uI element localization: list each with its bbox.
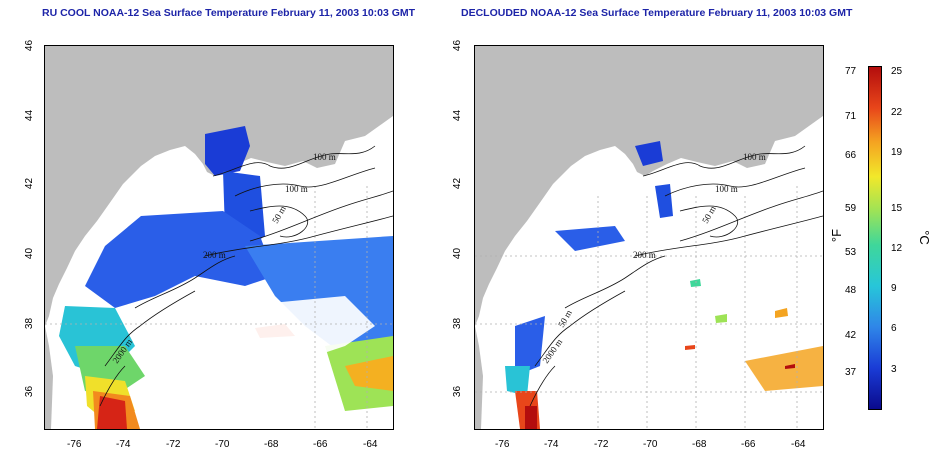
colorbar-celsius-label: °C [916,230,932,245]
colorbar-fahrenheit-label: °F [829,228,845,243]
x-tick: -66 [313,439,328,450]
x-tick: -64 [363,439,378,450]
contour-label: 100 m [743,152,766,162]
colorbar-f-tick: 66 [845,150,857,161]
x-tick: -68 [264,439,279,450]
y-tick: 36 [452,385,464,398]
y-tick: 44 [24,109,36,122]
left-map-panel: 100 m 100 m 50 m 200 m 2000 m [44,45,394,430]
colorbar-c-tick: 3 [891,364,897,375]
sst-red [97,396,127,429]
left-contours [99,145,393,407]
colorbar-f-tick: 59 [845,203,857,214]
y-tick: 38 [24,317,36,330]
x-tick: -64 [791,439,806,450]
y-tick: 42 [24,177,36,190]
right-sst-map: 100 m 100 m 50 m 200 m 50 m 2000 m [475,46,823,429]
y-tick: 42 [452,177,464,190]
colorbar-f-tick: 37 [845,367,857,378]
contour-label: 50 m [700,204,718,225]
colorbar-c-tick: 6 [891,323,897,334]
colorbar-f-tick: 48 [845,285,857,296]
colorbar [868,66,882,410]
y-tick: 40 [452,247,464,260]
left-sst-map: 100 m 100 m 50 m 200 m 2000 m [45,46,393,429]
right-grid [475,186,823,429]
sst-deep-blue [205,126,250,176]
contour-label: 200 m [633,250,656,260]
left-grid [45,186,393,429]
contour-label: 100 m [715,184,738,194]
x-tick: -76 [67,439,82,450]
x-tick: -70 [643,439,658,450]
x-tick: -72 [166,439,181,450]
colorbar-c-tick: 9 [891,283,897,294]
x-tick: -68 [692,439,707,450]
y-tick: 40 [24,247,36,260]
colorbar-f-tick: 77 [845,66,857,77]
colorbar-c-tick: 12 [891,243,903,254]
y-tick: 46 [452,39,464,52]
sst-coast-blue [85,211,275,308]
x-tick: -74 [544,439,559,450]
colorbar-f-tick: 42 [845,330,857,341]
x-tick: -70 [215,439,230,450]
contour-label: 100 m [313,152,336,162]
x-tick: -76 [495,439,510,450]
contour-label: 2000 m [540,337,564,365]
x-tick: -72 [594,439,609,450]
contour-label: 50 m [556,308,574,329]
colorbar-c-tick: 22 [891,107,903,118]
y-tick: 36 [24,385,36,398]
colorbar-c-tick: 15 [891,203,903,214]
right-map-title: DECLOUDED NOAA-12 Sea Surface Temperatur… [461,7,853,19]
contour-label: 100 m [285,184,308,194]
left-map-title: RU COOL NOAA-12 Sea Surface Temperature … [42,7,416,19]
contour-label: 50 m [270,204,288,225]
colorbar-c-tick: 25 [891,66,903,77]
y-tick: 44 [452,109,464,122]
right-contours [529,145,823,407]
y-tick: 46 [24,39,36,52]
land-mass [45,46,393,326]
colorbar-f-tick: 53 [845,247,857,258]
land-mass [475,46,823,326]
x-tick: -74 [116,439,131,450]
colorbar-c-tick: 19 [891,147,903,158]
contour-label: 200 m [203,250,226,260]
right-map-panel: 100 m 100 m 50 m 200 m 50 m 2000 m [474,45,824,430]
y-tick: 38 [452,317,464,330]
colorbar-f-tick: 71 [845,111,857,122]
x-tick: -66 [741,439,756,450]
